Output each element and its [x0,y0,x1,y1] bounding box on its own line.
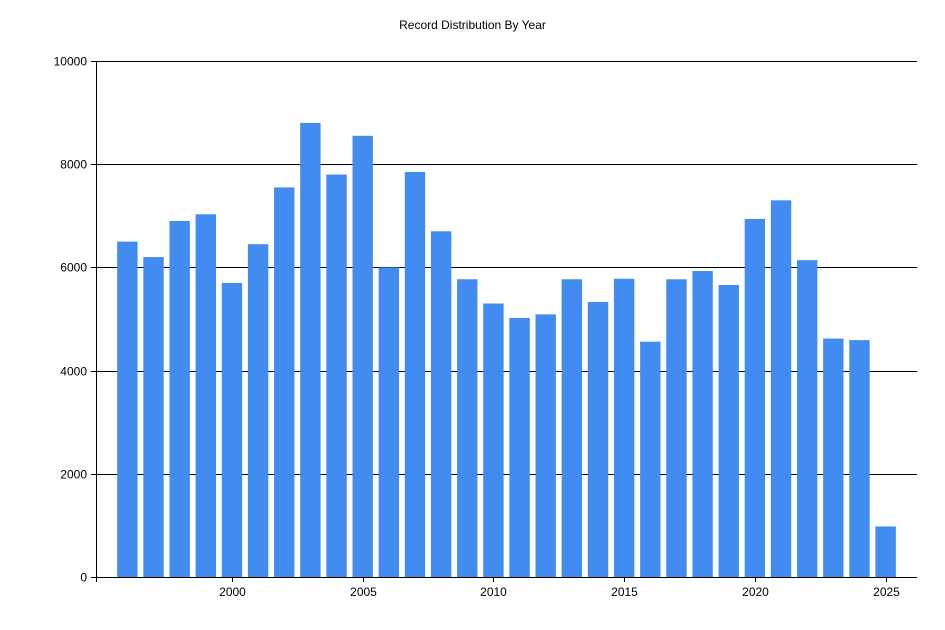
bar [744,218,766,577]
bar [823,338,844,577]
bar [378,267,400,577]
bar [404,171,426,577]
x-tick-label: 2015 [611,585,638,599]
bar [195,214,217,577]
bar [326,174,347,577]
bar [613,278,635,577]
x-tick-label: 2000 [219,585,246,599]
grid-lines [96,61,917,475]
bar [352,135,373,577]
y-tick-label: 8000 [60,158,87,172]
bar [169,220,190,577]
chart-title: Record Distribution By Year [399,18,546,32]
bars [117,122,896,578]
bar [143,257,164,577]
bar [247,244,269,577]
x-tick-label: 2005 [350,585,377,599]
bar [457,279,478,577]
x-tick-label: 2025 [873,585,900,599]
bar [300,122,321,578]
y-tick-label: 0 [80,571,87,585]
bar [274,187,295,578]
bar [221,282,243,577]
bar [875,526,896,577]
bar [587,301,609,577]
bar [483,303,504,577]
bar [770,200,792,577]
bar [796,260,818,577]
x-tick-label: 2020 [742,585,769,599]
bar [117,241,138,577]
y-tick-label: 2000 [60,468,87,482]
bar [561,279,583,577]
bar [849,340,870,577]
bar [430,231,452,577]
bar [666,279,687,577]
y-tick-label: 4000 [60,365,87,379]
tick-labels: 0 2000 4000 6000 8000 10000 2000 2005 2010 2015 20… [54,55,901,600]
y-tick-label: 6000 [60,261,87,275]
bar [535,314,556,577]
y-tick-label: 10000 [54,55,88,69]
bar [509,317,530,577]
x-tick-label: 2010 [480,585,507,599]
axes [91,61,917,582]
bar [640,341,661,577]
bar [718,284,739,577]
bar [692,271,713,577]
